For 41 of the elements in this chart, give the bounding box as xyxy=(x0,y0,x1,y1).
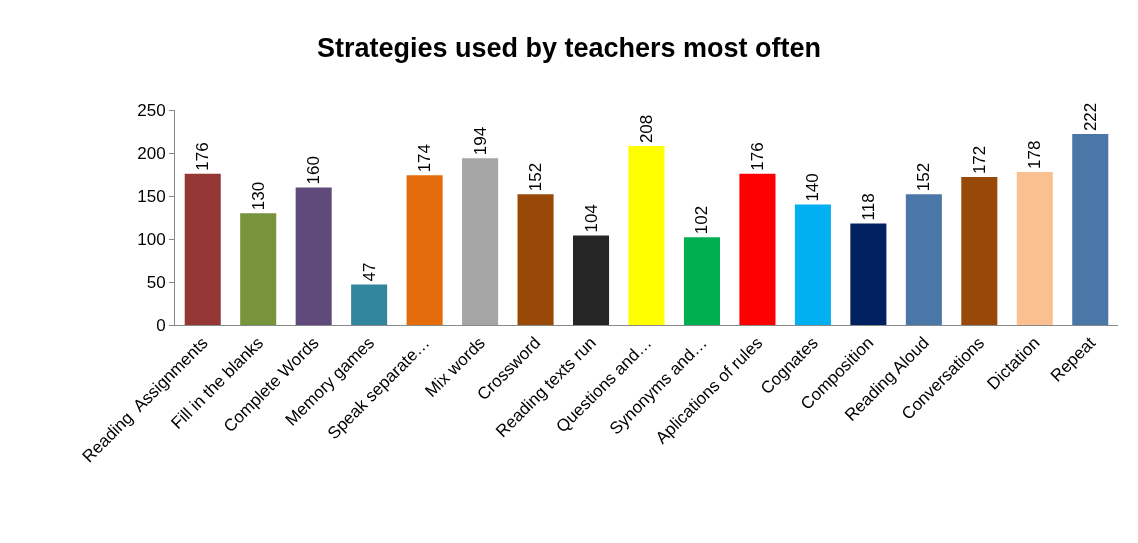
bar xyxy=(850,223,887,325)
data-label: 118 xyxy=(858,193,878,221)
bar xyxy=(240,213,277,325)
bar xyxy=(573,235,610,325)
data-label: 178 xyxy=(1025,140,1045,169)
bar xyxy=(905,194,942,325)
bar xyxy=(406,175,443,325)
data-label: 152 xyxy=(914,162,934,192)
data-label: 222 xyxy=(1080,102,1100,132)
y-tick-label: 200 xyxy=(137,143,166,163)
data-label: 47 xyxy=(359,262,379,282)
data-label: 130 xyxy=(248,181,268,211)
data-label: 176 xyxy=(193,142,213,171)
bar xyxy=(1016,171,1053,325)
bar xyxy=(628,146,665,325)
bar xyxy=(739,173,776,325)
bar xyxy=(295,187,332,325)
y-tick-label: 250 xyxy=(137,100,166,120)
bar xyxy=(1072,134,1109,325)
bar xyxy=(961,177,998,325)
data-label: 172 xyxy=(969,145,989,175)
data-label: 174 xyxy=(415,143,435,173)
bar xyxy=(517,194,554,325)
y-tick-label: 50 xyxy=(146,272,166,292)
data-label: 176 xyxy=(747,142,767,171)
y-tick-label: 150 xyxy=(137,186,166,206)
bar xyxy=(794,204,831,325)
bar xyxy=(683,237,720,325)
data-label: 160 xyxy=(304,156,324,185)
bar xyxy=(184,173,221,325)
data-label: 208 xyxy=(637,114,656,144)
y-tick-label: 100 xyxy=(137,229,166,249)
chart-title: Strategies used by teachers most often xyxy=(316,32,822,63)
data-label: 140 xyxy=(803,173,823,202)
bar xyxy=(462,158,499,325)
bar xyxy=(351,284,388,325)
data-label: 102 xyxy=(692,205,712,235)
data-label: 194 xyxy=(470,126,490,156)
y-tick-label: 0 xyxy=(156,315,166,335)
data-label: 152 xyxy=(526,162,546,192)
data-label: 104 xyxy=(581,204,601,233)
